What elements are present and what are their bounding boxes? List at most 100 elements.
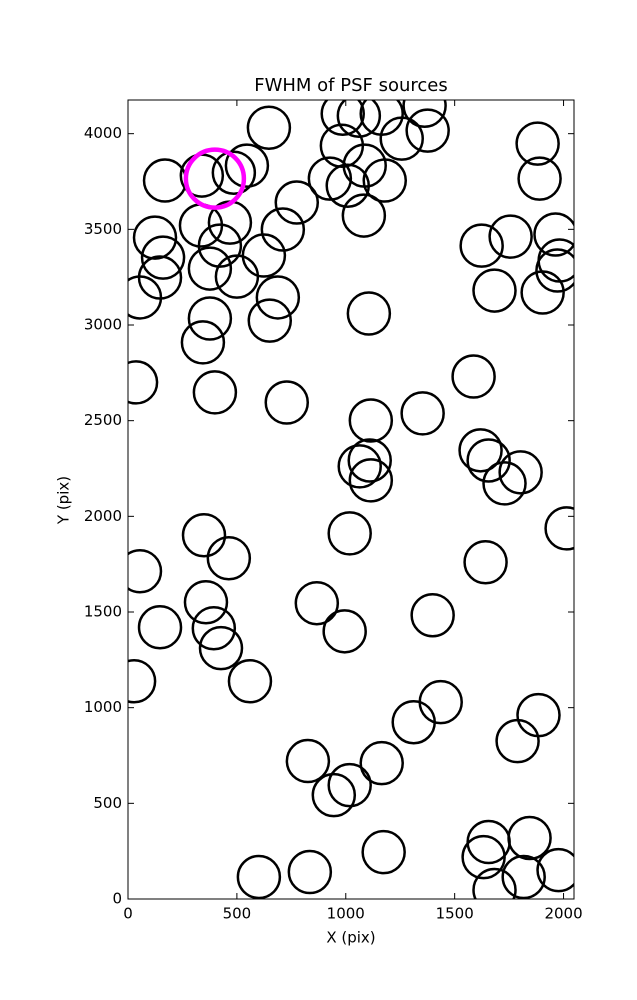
psf-source <box>180 320 226 365</box>
psf-source <box>472 867 517 899</box>
y-tick-label: 3500 <box>84 220 122 238</box>
y-tick-label: 2500 <box>84 411 122 429</box>
psf-source <box>498 450 543 495</box>
psf-source <box>544 506 574 551</box>
psf-source <box>128 275 163 320</box>
psf-source <box>128 360 159 405</box>
psf-source <box>418 679 463 725</box>
x-tick-label: 500 <box>223 905 252 923</box>
psf-source <box>327 762 372 808</box>
psf-source <box>132 215 178 260</box>
psf-source <box>246 105 292 150</box>
psf-source <box>347 438 392 483</box>
psf-source <box>410 593 455 638</box>
psf-source <box>520 270 565 315</box>
psf-source <box>197 223 243 268</box>
psf-source <box>482 461 527 506</box>
psf-source <box>320 100 365 137</box>
psf-source <box>211 150 257 195</box>
psf-source <box>327 511 372 556</box>
psf-source <box>463 540 508 585</box>
y-tick-label: 1000 <box>84 698 122 716</box>
psf-source <box>346 291 392 336</box>
highlight-source <box>183 147 247 210</box>
plot-area <box>128 100 574 899</box>
psf-source <box>501 854 546 899</box>
psf-source <box>183 579 229 625</box>
psf-source <box>255 275 301 320</box>
psf-source <box>224 143 270 188</box>
y-tick-label: 3000 <box>84 316 122 334</box>
psf-source <box>507 815 552 861</box>
psf-source <box>405 108 450 153</box>
y-tick-label: 2000 <box>84 507 122 525</box>
psf-source <box>128 659 157 704</box>
psf-source <box>361 829 406 875</box>
psf-source <box>451 354 496 399</box>
psf-source <box>517 156 562 201</box>
psf-source <box>260 207 306 252</box>
psf-source <box>488 214 533 259</box>
psf-source <box>400 391 445 436</box>
psf-source <box>192 370 238 415</box>
psf-source <box>461 834 506 880</box>
psf-source <box>191 606 237 651</box>
psf-source <box>536 847 574 893</box>
x-axis-label: X (pix) <box>326 929 375 947</box>
psf-source <box>359 740 404 786</box>
psf-source <box>140 235 186 280</box>
psf-source <box>307 156 353 201</box>
x-tick-label: 1000 <box>327 905 365 923</box>
psf-source <box>214 254 260 299</box>
psf-source <box>206 535 252 581</box>
psf-source <box>311 772 357 818</box>
psf-source <box>362 158 408 203</box>
psf-source <box>128 549 163 594</box>
psf-source <box>325 163 370 208</box>
psf-source <box>322 609 367 654</box>
psf-source <box>142 158 188 203</box>
psf-source <box>466 438 511 483</box>
psf-source <box>359 100 404 137</box>
y-tick-label: 500 <box>93 794 122 812</box>
y-tick-label: 1500 <box>84 603 122 621</box>
psf-source <box>198 625 244 671</box>
psf-source <box>187 296 233 341</box>
psf-source <box>516 692 561 738</box>
psf-source <box>391 699 436 745</box>
psf-source <box>181 513 227 558</box>
psf-source <box>533 212 574 257</box>
x-tick-label: 0 <box>123 905 133 923</box>
psf-source <box>472 268 517 313</box>
psf-source <box>459 223 504 268</box>
psf-source <box>466 819 511 865</box>
psf-source <box>458 428 503 473</box>
psf-source <box>287 849 333 895</box>
psf-source <box>187 246 233 291</box>
x-tick-label: 1500 <box>436 905 474 923</box>
psf-source <box>336 100 382 138</box>
y-axis-label: Y (pix) <box>55 476 73 525</box>
psf-source <box>495 718 540 764</box>
axes-frame <box>127 99 575 900</box>
y-tick-label: 0 <box>112 890 122 908</box>
psf-source <box>341 193 387 238</box>
chart-title: FWHM of PSF sources <box>254 75 448 96</box>
psf-source <box>236 854 282 899</box>
psf-source <box>348 398 394 443</box>
psf-source <box>285 738 331 784</box>
psf-source <box>227 659 273 704</box>
y-tick-label: 4000 <box>84 124 122 142</box>
psf-source <box>402 100 447 128</box>
psf-source <box>247 298 293 343</box>
psf-source <box>264 380 310 425</box>
psf-source <box>337 444 382 489</box>
psf-source <box>515 121 560 166</box>
psf-source <box>137 605 183 650</box>
psf-source <box>379 116 424 161</box>
psf-source <box>294 580 340 626</box>
psf-source <box>274 180 320 225</box>
psf-source <box>535 248 574 293</box>
x-tick-label: 2000 <box>544 905 582 923</box>
